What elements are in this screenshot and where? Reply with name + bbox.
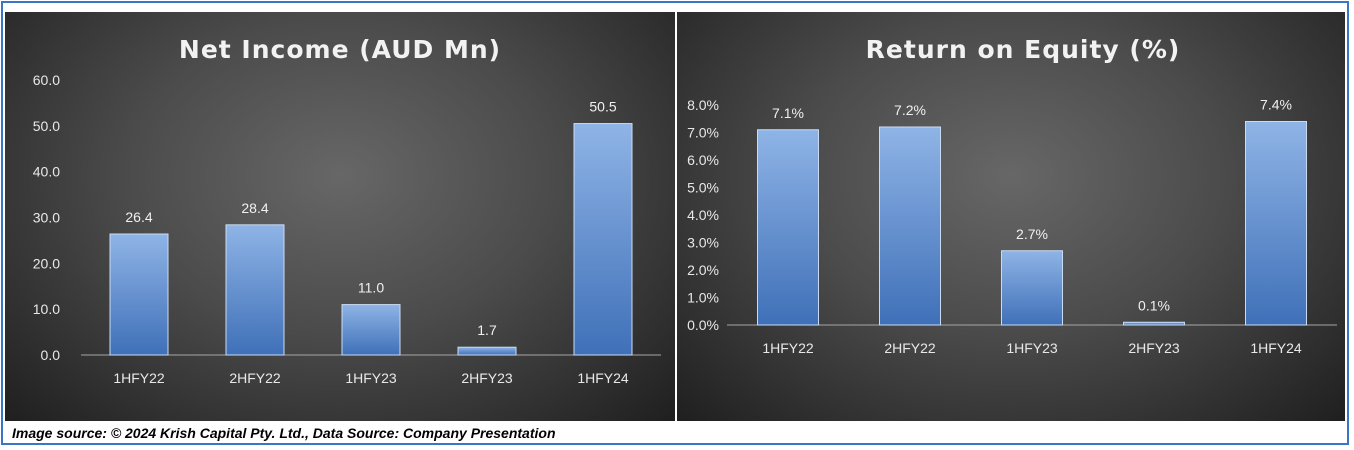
net-income-chart: Net Income (AUD Mn) 0.0 10.0 20.0 30.0 40.0 5…	[33, 35, 661, 386]
bar-1hfy24	[1245, 121, 1307, 326]
y-tick-label: 60.0	[33, 72, 60, 88]
bar-1hfy22	[109, 233, 169, 356]
data-label: 2.7%	[1016, 226, 1048, 242]
net-income-chart-panel: Net Income (AUD Mn) 0.0 10.0 20.0 30.0 40.0 5…	[5, 12, 675, 421]
category-label: 1HFY24	[1250, 340, 1302, 356]
category-label: 1HFY22	[762, 340, 814, 356]
y-tick-label: 8.0%	[687, 97, 719, 113]
y-tick-label: 30.0	[33, 210, 60, 226]
bar-2hfy23	[1123, 321, 1185, 326]
data-label: 11.0	[358, 280, 384, 296]
data-label: 7.4%	[1260, 97, 1292, 113]
data-label: 7.2%	[894, 102, 926, 118]
image-source-caption: Image source: © 2024 Krish Capital Pty. …	[12, 425, 556, 441]
y-tick-label: 6.0%	[687, 152, 719, 168]
data-label: 26.4	[125, 209, 152, 225]
y-tick-label: 2.0%	[687, 262, 719, 278]
y-tick-label: 20.0	[33, 255, 60, 271]
y-tick-label: 40.0	[33, 164, 60, 180]
return-on-equity-chart-panel: Return on Equity (%) 0.0% 1.0% 2.0% 3.0% 4.0…	[677, 12, 1345, 421]
bar-1hfy23	[1001, 250, 1063, 326]
category-label: 1HFY22	[113, 370, 165, 386]
y-tick-label: 1.0%	[687, 290, 719, 306]
category-label: 1HFY23	[1006, 340, 1058, 356]
category-label: 2HFY23	[461, 370, 513, 386]
y-tick-label: 5.0%	[687, 180, 719, 196]
chart-title: Return on Equity (%)	[866, 35, 1181, 64]
y-tick-label: 0.0	[41, 347, 61, 363]
bar-1hfy23	[341, 304, 401, 356]
y-tick-label: 4.0%	[687, 207, 719, 223]
bar-2hfy23	[457, 346, 517, 356]
category-label: 1HFY24	[577, 370, 629, 386]
data-label: 28.4	[241, 200, 268, 216]
category-label: 2HFY22	[884, 340, 936, 356]
return-on-equity-chart: Return on Equity (%) 0.0% 1.0% 2.0% 3.0% 4.0…	[687, 35, 1337, 356]
data-label: 7.1%	[772, 105, 804, 121]
data-label: 1.7	[477, 322, 497, 338]
data-label: 0.1%	[1138, 297, 1170, 313]
bar-2hfy22	[879, 126, 941, 326]
category-label: 1HFY23	[345, 370, 397, 386]
y-tick-label: 0.0%	[687, 317, 719, 333]
bar-1hfy24	[573, 123, 633, 356]
y-tick-label: 50.0	[33, 118, 60, 134]
category-label: 2HFY22	[229, 370, 281, 386]
y-tick-label: 10.0	[33, 301, 60, 317]
bar-1hfy22	[757, 129, 819, 326]
bar-2hfy22	[225, 224, 285, 356]
data-label: 50.5	[589, 99, 616, 115]
category-label: 2HFY23	[1128, 340, 1180, 356]
y-tick-label: 7.0%	[687, 125, 719, 141]
chart-title: Net Income (AUD Mn)	[179, 35, 501, 64]
y-tick-label: 3.0%	[687, 235, 719, 251]
